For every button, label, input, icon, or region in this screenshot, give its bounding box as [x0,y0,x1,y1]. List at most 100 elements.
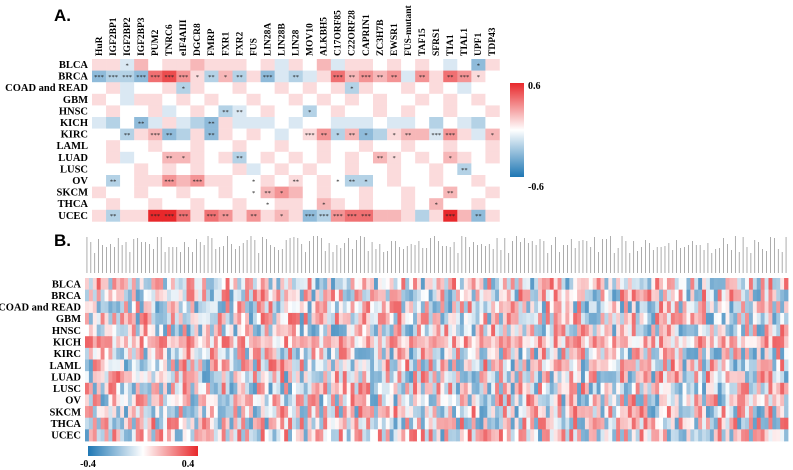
heatmap-b-cell [358,406,363,419]
heatmap-a-cell [232,151,247,164]
heatmap-b-cell [737,359,742,372]
heatmap-a-cell [176,105,191,118]
heatmap-b-cell [268,394,273,407]
heatmap-b-cell [88,278,94,291]
heatmap-b-cell [698,406,703,419]
heatmap-b-cell [100,406,105,419]
heatmap-b-cell [249,417,254,430]
heatmap-b-cell [596,324,601,337]
heatmap-b-cell [108,406,113,419]
heatmap-b-cell [237,336,242,349]
heatmap-b-cell [217,417,223,430]
heatmap-b-cell [96,417,102,430]
heatmap-b-cell [772,312,777,325]
heatmap-b-cell [694,429,699,442]
heatmap-a-cell [120,117,135,129]
heatmap-b-cell [502,394,508,407]
heatmap-b-cell [163,382,168,395]
heatmap-b-cell [284,371,289,384]
heatmap-a-cell [92,198,107,211]
heatmap-b-cell [467,382,473,395]
heatmap-b-cell [256,382,262,395]
heatmap-b-cell [108,336,113,349]
heatmap-b-cell [264,278,269,291]
heatmap-a-significance-mark: ** [461,167,468,174]
heatmap-b-cell [260,289,266,302]
heatmap-b-cell [155,394,160,407]
heatmap-b-cell [190,371,195,384]
heatmap-b-cell [639,289,644,302]
heatmap-b-cell [307,347,312,360]
heatmap-b-cell [88,371,94,384]
heatmap-b-cell [276,359,281,372]
heatmap-b-cell [131,359,137,372]
heatmap-b-cell [104,371,109,384]
heatmap-b-row-label: HNSC [52,326,81,337]
heatmap-b-cell [276,324,281,337]
heatmap-a-cell [106,163,121,176]
heatmap-b-cell [323,417,328,430]
heatmap-a-cell [134,117,149,129]
heatmap-b-cell [409,406,414,419]
heatmap-b-cell [452,417,457,430]
heatmap-a-cell [204,151,219,164]
heatmap-a-cell [260,117,275,129]
heatmap-a-row-label: GBM [63,95,88,106]
heatmap-b-cell [100,301,105,314]
heatmap-b-cell [174,382,180,395]
heatmap-b-cell [432,336,437,349]
heatmap-b-cell [178,324,184,337]
heatmap-b-cell [444,382,449,395]
heatmap-b-cell [752,417,758,430]
heatmap-b-cell [518,406,523,419]
heatmap-b-cell [530,347,535,360]
heatmap-b-cell [104,347,109,360]
heatmap-a-cell [415,140,430,153]
heatmap-b-cell [592,324,598,337]
heatmap-a-row-label: BLCA [59,60,89,71]
heatmap-b-cell [217,312,223,325]
heatmap-b-cell [581,359,586,372]
heatmap-b-cell [752,394,758,407]
heatmap-b-cell [444,336,449,349]
heatmap-b-cell [416,406,422,419]
heatmap-b-cell [229,394,234,407]
heatmap-b-cell [549,278,555,291]
heatmap-b-cell [354,301,359,314]
heatmap-a-significance-mark: ** [236,155,243,162]
heatmap-b-cell [705,301,711,314]
heatmap-b-cell [256,359,262,372]
heatmap-b-cell [752,324,758,337]
heatmap-b-cell [694,312,699,325]
heatmap-b-cell [96,289,102,302]
heatmap-a-column-label: TIAL1 [460,28,470,56]
heatmap-b-cell [627,394,633,407]
heatmap-b-cell [584,371,590,384]
heatmap-b-cell [366,324,371,337]
heatmap-a-cell [288,151,304,164]
heatmap-b-cell [655,382,660,395]
heatmap-a-cell [429,175,444,187]
heatmap-b-cell [768,429,773,442]
heatmap-b-cell [436,406,441,419]
heatmap-b-cell [553,394,558,407]
heatmap-b-cell [557,347,562,360]
heatmap-b-cell [608,336,613,349]
heatmap-b-cell [299,324,305,337]
heatmap-b-cell [354,406,359,419]
heatmap-b-cell [182,406,187,419]
heatmap-a-cell [387,163,402,176]
heatmap-b-cell [159,359,164,372]
heatmap-b-cell [323,347,328,360]
heatmap-b-cell [147,278,152,291]
heatmap-a-cell [316,93,332,106]
heatmap-b-cell [167,406,172,419]
heatmap-a-cell [344,151,360,164]
heatmap-b-cell [600,289,605,302]
heatmap-b-cell [249,359,254,372]
heatmap-a-significance-mark: * [224,74,227,81]
heatmap-b-cell [541,382,547,395]
heatmap-b-cell [538,382,543,395]
heatmap-b-cell [522,278,527,291]
heatmap-a-significance-mark: ** [110,213,117,220]
